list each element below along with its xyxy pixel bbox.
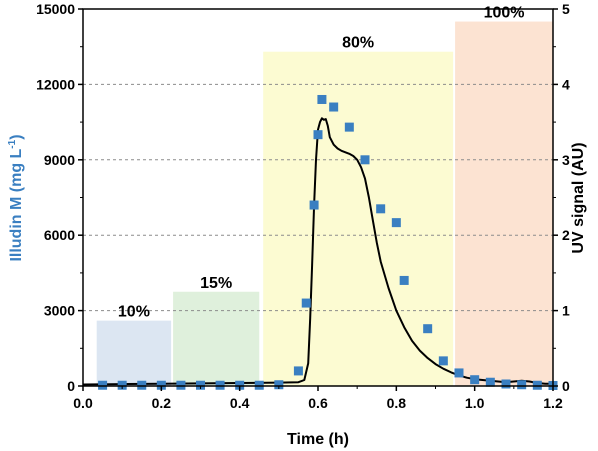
- data-point-23: [454, 368, 464, 378]
- data-point-24: [470, 375, 480, 385]
- axis-ticks: 0.0 0.2 0.4 0.6 0.8 1.0 1.20300060009000120001…: [36, 1, 570, 411]
- region-labels: 10% 15% 80% 100%: [118, 5, 525, 321]
- shaded-regions: [96, 21, 553, 387]
- x-tick-label-0: 0.0: [73, 395, 93, 411]
- x-tick-label-3: 0.6: [308, 395, 328, 411]
- data-point-27: [517, 380, 527, 390]
- data-point-14: [317, 94, 327, 104]
- x-axis-title: Time (h): [287, 431, 349, 448]
- region-1: [173, 291, 260, 386]
- uv-signal-series: [82, 117, 553, 386]
- y-left-tick-label-2: 6000: [44, 227, 75, 243]
- data-point-4: [176, 380, 186, 390]
- data-point-25: [485, 377, 495, 387]
- y-right-tick-label-1: 1: [562, 303, 570, 319]
- data-point-3: [156, 380, 166, 390]
- data-point-19: [391, 218, 401, 228]
- region-label-2: 80%: [342, 35, 374, 52]
- x-tick-label-6: 1.2: [543, 395, 563, 411]
- x-tick-label-1: 0.2: [152, 395, 172, 411]
- gridlines: [83, 83, 553, 312]
- x-tick-label-5: 1.0: [465, 395, 485, 411]
- y-right-tick-label-0: 0: [562, 378, 570, 394]
- y-left-tick-label-0: 0: [67, 378, 75, 394]
- y-right-tick-label-3: 3: [562, 152, 570, 168]
- data-point-8: [254, 380, 264, 390]
- data-point-17: [360, 155, 370, 165]
- data-point-6: [215, 380, 225, 390]
- region-2: [263, 51, 454, 387]
- data-point-22: [438, 356, 448, 366]
- data-point-12: [309, 200, 319, 210]
- region-3: [455, 21, 553, 387]
- region-label-1: 15%: [200, 275, 232, 292]
- y-left-tick-label-1: 3000: [44, 303, 75, 319]
- region-label-3: 100%: [484, 5, 525, 22]
- data-point-21: [423, 324, 433, 334]
- illudin-series: [98, 94, 558, 390]
- region-label-0: 10%: [118, 304, 150, 321]
- data-point-7: [235, 380, 245, 390]
- y-axis-title-left-sup: -1: [7, 139, 18, 148]
- y-axis-title-left-main: Illudin M (mg L: [8, 148, 25, 261]
- region-0: [96, 320, 172, 386]
- data-point-5: [196, 380, 205, 390]
- y-axis-title-left: Illudin M (mg L-1): [7, 134, 25, 261]
- data-point-11: [301, 298, 311, 308]
- y-left-tick-label-3: 9000: [44, 152, 75, 168]
- y-axis-title-left-tail: ): [8, 134, 25, 139]
- data-point-28: [532, 380, 542, 390]
- data-point-20: [399, 275, 409, 285]
- data-point-18: [376, 204, 386, 214]
- y-axis-title-right: UV signal (AU): [570, 142, 587, 253]
- data-point-2: [137, 380, 147, 390]
- y-right-tick-label-4: 4: [562, 76, 570, 92]
- y-right-tick-label-5: 5: [562, 1, 570, 17]
- y-left-tick-label-5: 15000: [36, 1, 75, 17]
- data-point-0: [98, 380, 108, 390]
- y-left-tick-label-4: 12000: [36, 76, 75, 92]
- data-point-10: [293, 366, 303, 376]
- y-right-tick-label-2: 2: [562, 227, 570, 243]
- data-point-15: [329, 102, 339, 112]
- data-point-16: [344, 122, 354, 132]
- x-tick-label-4: 0.8: [387, 395, 407, 411]
- data-point-9: [274, 380, 284, 390]
- data-point-26: [501, 379, 511, 389]
- x-tick-label-2: 0.4: [230, 395, 250, 411]
- uv-signal-line: [82, 117, 553, 386]
- data-point-1: [117, 380, 127, 390]
- data-point-13: [313, 130, 323, 140]
